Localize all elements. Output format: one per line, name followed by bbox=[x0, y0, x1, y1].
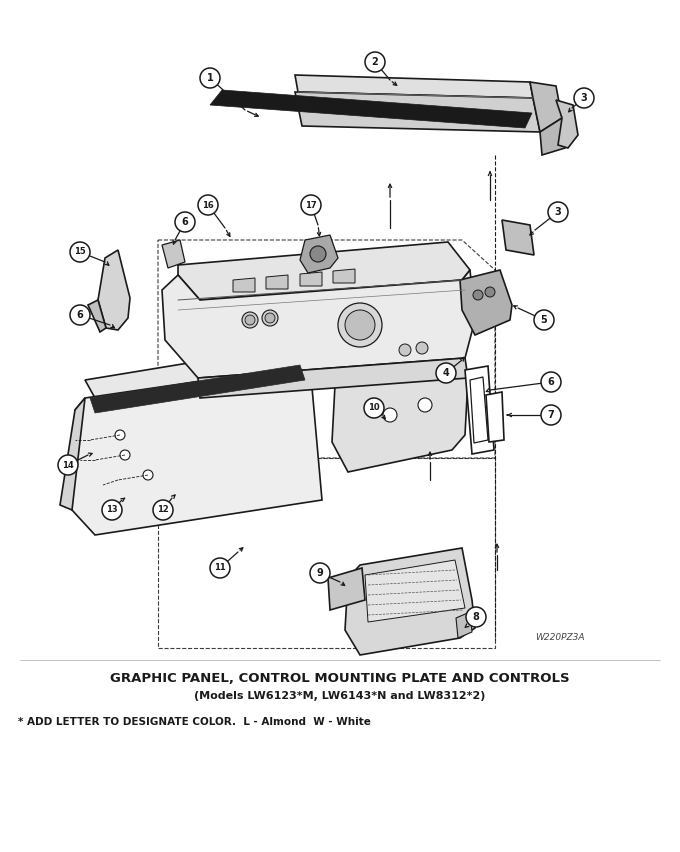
Polygon shape bbox=[178, 242, 470, 300]
Circle shape bbox=[418, 398, 432, 412]
Text: 11: 11 bbox=[214, 563, 226, 573]
Polygon shape bbox=[210, 90, 532, 128]
Circle shape bbox=[265, 313, 275, 323]
Circle shape bbox=[338, 303, 382, 347]
Text: 9: 9 bbox=[317, 568, 324, 578]
Text: 10: 10 bbox=[368, 404, 380, 412]
Circle shape bbox=[262, 310, 278, 326]
Text: W220PZ3A: W220PZ3A bbox=[535, 634, 585, 642]
Circle shape bbox=[534, 310, 554, 330]
Circle shape bbox=[120, 450, 130, 460]
Circle shape bbox=[242, 312, 258, 328]
Circle shape bbox=[58, 455, 78, 475]
Circle shape bbox=[153, 500, 173, 520]
Circle shape bbox=[310, 246, 326, 262]
Text: GRAPHIC PANEL, CONTROL MOUNTING PLATE AND CONTROLS: GRAPHIC PANEL, CONTROL MOUNTING PLATE AN… bbox=[110, 671, 570, 684]
Text: 13: 13 bbox=[106, 505, 118, 515]
Text: 5: 5 bbox=[541, 315, 547, 325]
Circle shape bbox=[548, 202, 568, 222]
Circle shape bbox=[143, 470, 153, 480]
Polygon shape bbox=[332, 350, 468, 472]
Circle shape bbox=[541, 405, 561, 425]
Text: 3: 3 bbox=[555, 207, 562, 217]
Circle shape bbox=[466, 607, 486, 627]
Text: 7: 7 bbox=[547, 410, 554, 420]
Text: 4: 4 bbox=[443, 368, 449, 378]
Circle shape bbox=[175, 212, 195, 232]
Polygon shape bbox=[333, 269, 355, 283]
Polygon shape bbox=[90, 365, 305, 413]
Polygon shape bbox=[300, 235, 338, 273]
Polygon shape bbox=[98, 250, 130, 330]
Text: 3: 3 bbox=[581, 93, 588, 103]
Polygon shape bbox=[300, 272, 322, 286]
Circle shape bbox=[485, 287, 495, 297]
Polygon shape bbox=[345, 548, 475, 655]
Text: (Models LW6123*M, LW6143*N and LW8312*2): (Models LW6123*M, LW6143*N and LW8312*2) bbox=[194, 691, 486, 701]
Polygon shape bbox=[465, 366, 494, 454]
Circle shape bbox=[365, 52, 385, 72]
Circle shape bbox=[541, 372, 561, 392]
Text: 8: 8 bbox=[473, 612, 479, 622]
Polygon shape bbox=[295, 92, 540, 132]
Text: 16: 16 bbox=[202, 200, 214, 210]
Polygon shape bbox=[470, 377, 488, 443]
Text: 17: 17 bbox=[305, 200, 317, 210]
Polygon shape bbox=[162, 270, 475, 378]
Circle shape bbox=[115, 430, 125, 440]
Circle shape bbox=[102, 500, 122, 520]
Circle shape bbox=[364, 398, 384, 418]
Circle shape bbox=[198, 195, 218, 215]
Polygon shape bbox=[556, 100, 578, 148]
Circle shape bbox=[70, 242, 90, 262]
Polygon shape bbox=[540, 118, 565, 155]
Polygon shape bbox=[502, 220, 534, 255]
Polygon shape bbox=[60, 398, 85, 510]
Polygon shape bbox=[198, 358, 468, 398]
Polygon shape bbox=[72, 365, 322, 535]
Text: 6: 6 bbox=[77, 310, 84, 320]
Circle shape bbox=[574, 88, 594, 108]
Polygon shape bbox=[88, 300, 106, 332]
Polygon shape bbox=[460, 270, 512, 335]
Polygon shape bbox=[266, 275, 288, 289]
Circle shape bbox=[473, 290, 483, 300]
Circle shape bbox=[200, 68, 220, 88]
Polygon shape bbox=[328, 568, 365, 610]
Polygon shape bbox=[456, 612, 472, 638]
Polygon shape bbox=[530, 82, 562, 132]
Text: 2: 2 bbox=[372, 57, 378, 67]
Circle shape bbox=[383, 408, 397, 422]
Circle shape bbox=[70, 305, 90, 325]
Text: * ADD LETTER TO DESIGNATE COLOR.  L - Almond  W - White: * ADD LETTER TO DESIGNATE COLOR. L - Alm… bbox=[18, 717, 371, 727]
Polygon shape bbox=[233, 278, 255, 292]
Polygon shape bbox=[162, 240, 185, 268]
Text: 6: 6 bbox=[182, 217, 188, 227]
Polygon shape bbox=[486, 392, 504, 442]
Polygon shape bbox=[295, 75, 533, 98]
Text: 14: 14 bbox=[62, 460, 74, 469]
Circle shape bbox=[399, 344, 411, 356]
Circle shape bbox=[436, 363, 456, 383]
Circle shape bbox=[416, 342, 428, 354]
Polygon shape bbox=[365, 560, 465, 622]
Text: 12: 12 bbox=[157, 505, 169, 515]
Text: 15: 15 bbox=[74, 247, 86, 256]
Circle shape bbox=[245, 315, 255, 325]
Text: 1: 1 bbox=[207, 73, 214, 83]
Text: 6: 6 bbox=[547, 377, 554, 387]
Circle shape bbox=[310, 563, 330, 583]
Circle shape bbox=[345, 310, 375, 340]
Circle shape bbox=[301, 195, 321, 215]
Circle shape bbox=[210, 558, 230, 578]
Polygon shape bbox=[85, 345, 310, 398]
